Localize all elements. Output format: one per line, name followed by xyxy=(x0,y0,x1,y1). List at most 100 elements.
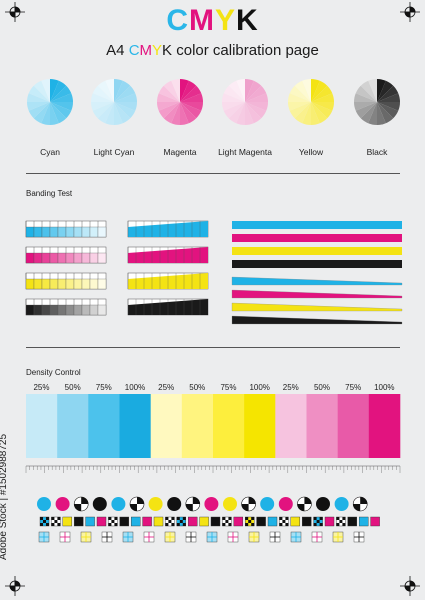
wheel-segment xyxy=(158,85,180,102)
wheel-segment xyxy=(377,85,399,102)
test-patch xyxy=(210,516,221,527)
wheel-segment xyxy=(311,80,328,102)
wheel-segment xyxy=(354,93,377,102)
wheel-segment xyxy=(228,102,245,124)
wheel-segment xyxy=(180,93,203,102)
density-percent-label: 25% xyxy=(158,383,175,392)
test-patch xyxy=(165,516,175,527)
test-patch xyxy=(142,516,152,527)
wheel-segment xyxy=(50,80,67,102)
registration-dot xyxy=(316,497,330,511)
wheel-segment xyxy=(288,93,311,102)
target-mark xyxy=(59,531,71,543)
wheel-segment xyxy=(245,80,262,102)
density-percent-label: 25% xyxy=(33,383,50,392)
wheel-segment xyxy=(41,102,50,125)
test-patch xyxy=(359,516,369,527)
target-mark xyxy=(143,531,155,543)
wheel-segment xyxy=(158,102,180,119)
color-wheels xyxy=(27,79,400,125)
target-mark xyxy=(332,531,344,543)
banding-solid-bar xyxy=(232,260,402,268)
target-mark xyxy=(101,531,113,543)
test-patch xyxy=(176,516,187,527)
wheel-segment xyxy=(33,80,50,102)
banding-wedge-strip xyxy=(127,272,209,290)
density-swatch xyxy=(306,394,338,458)
wheel-segment xyxy=(163,80,180,102)
registration-mark-bottom-left xyxy=(5,576,25,596)
registration-dot xyxy=(278,497,293,511)
wheel-segment xyxy=(236,102,245,125)
wheel-segment xyxy=(171,102,180,125)
wheel-segment xyxy=(92,102,114,119)
subtitle-part: Y xyxy=(152,42,163,59)
registration-dot xyxy=(352,496,368,512)
subtitle-part: K xyxy=(162,42,173,59)
wheel-segment xyxy=(222,102,245,111)
density-percent-label: 50% xyxy=(313,383,330,392)
wheel-segment xyxy=(354,102,377,111)
divider-top xyxy=(26,173,400,174)
test-patch xyxy=(96,516,107,527)
wheel-segment xyxy=(288,102,311,111)
wheel-segment xyxy=(91,93,114,102)
wheel-segment xyxy=(114,102,136,119)
wheel-segment xyxy=(114,102,123,125)
wheel-segment xyxy=(114,85,136,102)
wheel-segment xyxy=(311,102,328,124)
target-mark xyxy=(80,531,92,543)
wheel-segment xyxy=(236,79,245,102)
test-patch xyxy=(279,516,289,527)
watermark-credit: Adobe Stock | #1502988725 xyxy=(0,433,9,560)
registration-dot xyxy=(204,497,219,511)
density-percent-label: 50% xyxy=(189,383,206,392)
banding-wedge-strip xyxy=(127,220,209,238)
density-percent-label: 75% xyxy=(95,383,112,392)
density-swatch xyxy=(150,394,183,458)
banding-test xyxy=(25,220,403,325)
wheel-segment xyxy=(311,93,334,102)
registration-dot xyxy=(167,497,182,511)
registration-dot xyxy=(92,497,107,511)
banding-solid-bar xyxy=(232,234,402,242)
registration-dot xyxy=(129,496,145,512)
divider-bottom xyxy=(26,347,400,348)
registration-dot xyxy=(334,497,349,511)
wheel-segment xyxy=(245,102,254,125)
wheel-segment xyxy=(180,85,202,102)
density-swatch xyxy=(337,394,370,458)
title-letters: CMYK xyxy=(166,4,258,37)
wheel-segment xyxy=(28,85,50,102)
banding-wedge-bar xyxy=(231,276,403,286)
wheel-segment xyxy=(114,102,137,111)
test-patch xyxy=(336,516,346,527)
target-mark xyxy=(206,531,218,543)
wheel-segment xyxy=(28,102,50,119)
density-percent-label: 75% xyxy=(345,383,362,392)
wheel-segment xyxy=(294,80,311,102)
target-mark xyxy=(38,531,50,543)
test-patterns xyxy=(37,496,380,543)
test-patch xyxy=(130,516,141,527)
wheel-segment xyxy=(114,102,131,124)
color-wheel xyxy=(354,79,400,125)
test-patch xyxy=(302,516,312,527)
color-wheel xyxy=(288,79,334,125)
wheel-segment xyxy=(33,102,50,124)
subtitle-part: A4 xyxy=(106,42,129,59)
test-patch xyxy=(324,516,335,527)
wheel-segment xyxy=(180,79,189,102)
test-patch xyxy=(233,516,244,527)
density-swatch xyxy=(57,394,89,458)
title-letter: C xyxy=(166,4,189,37)
density-percent-label: 100% xyxy=(249,383,270,392)
banding-wedge-bar xyxy=(231,315,403,325)
banding-scale-strip xyxy=(25,220,107,238)
wheel-segment xyxy=(50,102,72,119)
wheel-segment xyxy=(377,102,394,124)
test-patch xyxy=(370,516,380,527)
banding-scale-strip xyxy=(25,246,107,264)
wheel-segment xyxy=(245,85,267,102)
wheel-segment xyxy=(311,102,333,119)
